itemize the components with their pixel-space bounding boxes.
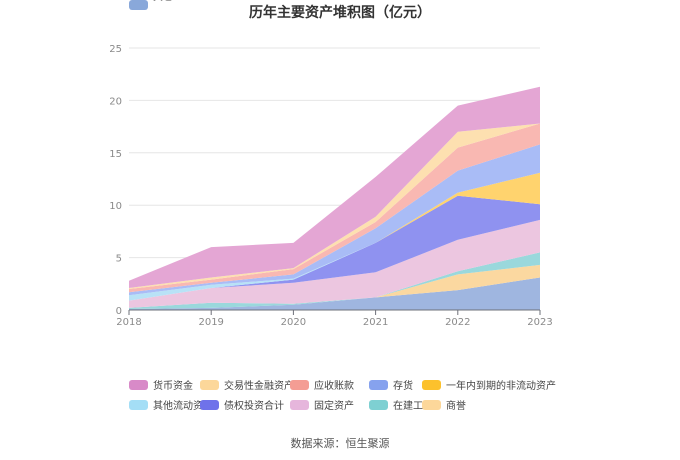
legend-item-商誉[interactable]: 商誉 <box>422 399 466 412</box>
legend-label: 其它 <box>153 0 173 3</box>
area-series-债权投资合计 <box>129 195 540 301</box>
area-series-group <box>129 86 540 310</box>
legend-swatch <box>290 380 309 390</box>
x-tick-label: 2019 <box>198 317 223 328</box>
x-tick-label: 2020 <box>281 317 306 328</box>
legend-swatch <box>200 400 219 410</box>
legend-swatch <box>129 400 148 410</box>
legend-label: 货币资金 <box>153 379 193 392</box>
x-tick-label: 2021 <box>363 317 388 328</box>
area-series-一年内到期的非流动资产 <box>129 172 540 296</box>
y-tick-label: 0 <box>116 306 122 317</box>
legend-label: 固定资产 <box>314 399 354 412</box>
y-tick-label: 15 <box>109 149 122 160</box>
legend-swatch <box>129 380 148 390</box>
legend-item-债权投资合计[interactable]: 债权投资合计 <box>200 399 284 412</box>
legend-swatch <box>369 400 388 410</box>
legend-swatch <box>200 380 219 390</box>
x-tick-label: 2018 <box>116 317 141 328</box>
area-series-交易性金融资产 <box>129 123 540 289</box>
y-axis-ticks: 0 5 10 15 20 25 <box>109 44 122 317</box>
legend-label: 交易性金融资产 <box>224 379 294 392</box>
legend-item-货币资金[interactable]: 货币资金 <box>129 379 193 392</box>
area-series-存货 <box>129 144 540 296</box>
area-series-固定资产 <box>129 219 540 308</box>
legend-swatch <box>129 0 148 10</box>
legend-swatch <box>369 380 388 390</box>
x-tick-label: 2023 <box>527 317 552 328</box>
legend-label: 应收账款 <box>314 379 354 392</box>
area-series-商誉 <box>129 264 540 309</box>
legend-item-应收账款[interactable]: 应收账款 <box>290 379 354 392</box>
area-series-货币资金 <box>129 86 540 288</box>
area-series-其它 <box>129 277 540 310</box>
legend-label: 一年内到期的非流动资产 <box>446 379 556 392</box>
y-tick-label: 5 <box>116 254 122 265</box>
area-series-应收账款 <box>129 123 540 293</box>
x-axis-ticks: 2018 2019 2020 2021 2022 2023 <box>116 310 553 328</box>
legend-item-交易性金融资产[interactable]: 交易性金融资产 <box>200 379 294 392</box>
legend-item-其它[interactable]: 其它 <box>129 0 173 10</box>
area-series-其他流动资产 <box>129 195 540 301</box>
legend-item-其他流动资产[interactable]: 其他流动资产 <box>129 399 213 412</box>
y-tick-label: 20 <box>109 96 122 107</box>
legend-item-存货[interactable]: 存货 <box>369 379 413 392</box>
legend-swatch <box>290 400 309 410</box>
data-source-note: 数据来源：恒生聚源 <box>291 436 390 450</box>
legend-swatch <box>422 380 441 390</box>
y-tick-label: 25 <box>109 44 122 55</box>
legend-swatch <box>422 400 441 410</box>
legend-item-一年内到期的非流动资产[interactable]: 一年内到期的非流动资产 <box>422 379 556 392</box>
legend-label: 债权投资合计 <box>224 399 284 412</box>
legend-label: 其他流动资产 <box>153 399 213 412</box>
x-tick-label: 2022 <box>445 317 470 328</box>
legend-label: 商誉 <box>446 399 466 412</box>
chart-title: 历年主要资产堆积图（亿元） <box>249 4 431 21</box>
legend-item-固定资产[interactable]: 固定资产 <box>290 399 354 412</box>
y-tick-label: 10 <box>109 201 122 212</box>
legend-label: 存货 <box>393 379 413 392</box>
